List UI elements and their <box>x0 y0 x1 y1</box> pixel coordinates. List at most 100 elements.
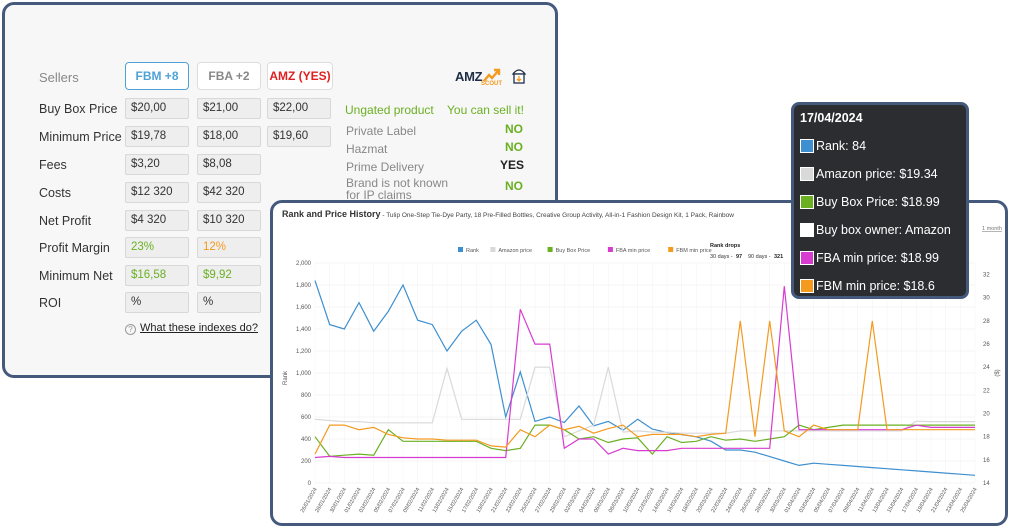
series-line-fbm-min-price <box>314 320 975 455</box>
ungated-label: Ungated product <box>345 103 434 117</box>
tooltip-swatch-fba-min <box>800 251 814 265</box>
amz-buy-box-input[interactable]: $22,00 <box>267 98 331 119</box>
logo-text: AMZ <box>455 68 483 84</box>
y-tick-label: 1,000 <box>296 371 312 377</box>
tooltip-text-buy-box: Buy Box Price: $18.99 <box>816 195 940 209</box>
y2-tick-label: 30 <box>983 296 990 302</box>
tab-fbm[interactable]: FBM +8 <box>125 62 189 90</box>
legend-entry: Amazon price <box>498 248 532 254</box>
tooltip-row-rank: Rank: 84 <box>800 132 966 160</box>
legend-entry: FBM min price <box>676 248 711 254</box>
prime-delivery-label: Prime Delivery <box>346 160 425 174</box>
legend-swatch <box>490 247 496 252</box>
series-line-amazon-price <box>314 366 975 438</box>
y-tick-label: 800 <box>301 393 312 399</box>
range-selector[interactable]: 1 month <box>982 226 1002 232</box>
y-tick-label: 0 <box>308 481 312 487</box>
legend-swatch <box>607 247 613 252</box>
private-label-label: Private Label <box>346 124 417 138</box>
row-label-min-net: Minimum Net <box>39 269 113 283</box>
fba-profit-margin-value: 12% <box>197 237 261 258</box>
fbm-min-price-input[interactable]: $19,78 <box>125 126 189 147</box>
tab-fba[interactable]: FBA +2 <box>197 62 261 90</box>
y-axis-label: Rank <box>283 370 289 385</box>
private-label-value: NO <box>505 122 523 136</box>
y-tick-label: 1,200 <box>296 349 312 355</box>
tooltip-swatch-buy-box <box>800 195 814 209</box>
rank-drops-30-label: 30 days - <box>710 254 733 260</box>
fba-costs-input[interactable]: $42 320 <box>197 182 261 203</box>
tooltip-swatch-rank <box>800 139 814 153</box>
y-tick-label: 1,800 <box>296 283 312 289</box>
fba-buy-box-input[interactable]: $21,00 <box>197 98 261 119</box>
fbm-min-net-value: $16,58 <box>125 265 189 286</box>
fba-roi-value: % <box>197 292 261 313</box>
legend-entry: Buy Box Price <box>556 248 591 254</box>
brand-ip-label-line1: Brand is not known <box>346 176 449 190</box>
tooltip-row-amazon-price: Amazon price: $19.34 <box>800 160 966 188</box>
row-label-fees: Fees <box>39 158 67 172</box>
y-tick-label: 600 <box>301 415 312 421</box>
row-label-net-profit: Net Profit <box>39 214 92 228</box>
y-tick-label: 400 <box>301 437 312 443</box>
help-icon[interactable]: ? <box>125 324 136 335</box>
tab-amz[interactable]: AMZ (YES) <box>267 62 333 90</box>
tooltip-row-fbm-min: FBM min price: $18.6 <box>800 272 966 300</box>
logo-extension-icon[interactable] <box>511 67 527 85</box>
tooltip-text-buy-box-owner: Buy box owner: Amazon <box>816 223 951 237</box>
legend-entry: Rank <box>466 248 479 254</box>
hazmat-label: Hazmat <box>346 142 388 156</box>
fba-min-net-value: $9,92 <box>197 265 261 286</box>
chart-title-main: Rank and Price History <box>282 209 381 219</box>
indexes-help-link[interactable]: What these indexes do? <box>140 322 259 334</box>
y2-tick-label: 14 <box>983 481 990 487</box>
rank-price-chart[interactable]: 0 200 400 600 800 1,000 1,200 1,400 1,600 1,800 2,… <box>273 203 1005 523</box>
y2-tick-label: 24 <box>983 365 990 371</box>
rank-drops-30-value: 97 <box>736 254 742 260</box>
sellers-label: Sellers <box>39 70 79 85</box>
series-line-buy-box-price <box>314 424 975 458</box>
y2-tick-label: 16 <box>983 458 990 464</box>
fbm-buy-box-input[interactable]: $20,00 <box>125 98 189 119</box>
fbm-costs-input[interactable]: $12 320 <box>125 182 189 203</box>
legend-swatch <box>458 247 463 252</box>
tooltip-swatch-amazon-price <box>800 167 814 181</box>
series-line-fba-min-price <box>314 286 975 459</box>
prime-delivery-value: YES <box>500 158 525 172</box>
row-label-min-price: Minimum Price <box>39 130 122 144</box>
series-line-rank <box>314 280 976 476</box>
y2-tick-label: 26 <box>983 342 990 348</box>
chart-title-product: - Tulip One-Step Tie-Dye Party, 18 Pre-F… <box>380 212 734 219</box>
tooltip-row-buy-box-owner: Buy box owner: Amazon <box>800 216 966 244</box>
fba-net-profit-value: $10 320 <box>197 210 261 231</box>
tooltip-row-fba-min: FBA min price: $18.99 <box>800 244 966 272</box>
rank-drops-90-label: 90 days - <box>748 254 771 260</box>
row-label-profit-margin: Profit Margin <box>39 241 110 255</box>
tooltip-swatch-buy-box-owner <box>800 223 814 237</box>
fba-min-price-input[interactable]: $18,00 <box>197 126 261 147</box>
legend-entry: FBA min price <box>616 248 650 254</box>
chart-tooltip: 17/04/2024 Rank: 84 Amazon price: $19.34… <box>791 102 969 299</box>
y-tick-label: 200 <box>301 459 312 465</box>
fbm-fees-input[interactable]: $3,20 <box>125 154 189 175</box>
y-tick-label: 2,000 <box>296 261 312 267</box>
y2-tick-label: 28 <box>983 319 990 325</box>
legend-swatch <box>668 247 674 252</box>
amz-min-price-input[interactable]: $19,60 <box>267 126 331 147</box>
tooltip-text-amazon-price: Amazon price: $19.34 <box>816 167 938 181</box>
tooltip-text-fba-min: FBA min price: $18.99 <box>816 251 939 265</box>
y2-tick-label: 22 <box>983 388 990 394</box>
y2-tick-label: 18 <box>983 435 990 441</box>
tooltip-row-buy-box: Buy Box Price: $18.99 <box>800 188 966 216</box>
fbm-roi-value: % <box>125 292 189 313</box>
row-label-buy-box: Buy Box Price <box>39 102 118 116</box>
fba-fees-input[interactable]: $8,08 <box>197 154 261 175</box>
amz-scout-logo: AMZ SCOUT <box>455 67 527 87</box>
legend-swatch <box>547 247 553 252</box>
logo-arrow-icon <box>483 68 501 82</box>
fbm-net-profit-value: $4 320 <box>125 210 189 231</box>
tooltip-text-fbm-min: FBM min price: $18.6 <box>816 279 935 293</box>
hazmat-value: NO <box>505 140 523 154</box>
y-tick-label: 1,600 <box>296 305 312 311</box>
chart-title: Rank and Price History - Tulip One-Step … <box>282 209 734 219</box>
